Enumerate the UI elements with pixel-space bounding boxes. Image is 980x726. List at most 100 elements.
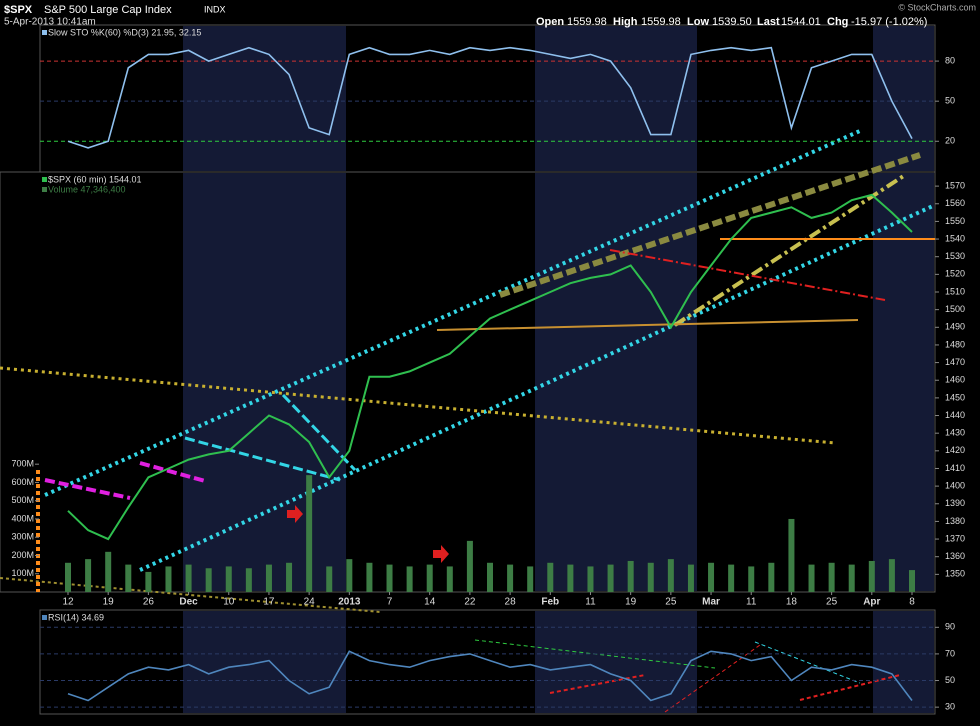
timestamp: 5-Apr-2013 10:41am: [4, 17, 96, 28]
x-tick-label: 19: [103, 597, 115, 608]
x-tick-label: 25: [826, 597, 838, 608]
volume-bar: [487, 562, 493, 592]
x-tick-label: Dec: [179, 597, 198, 608]
y2-tick-label: 500M: [11, 495, 34, 505]
volume-bar: [145, 571, 152, 592]
volume-bar: [848, 564, 855, 592]
month-band: [535, 173, 697, 591]
y-tick-label: 1430: [945, 428, 965, 438]
volume-bar: [527, 566, 534, 592]
volume-bar: [245, 568, 252, 592]
x-tick-label: 2013: [338, 597, 361, 608]
y-tick-label: 1480: [945, 339, 965, 349]
legend-entry: RSI(14) 34.69: [48, 612, 104, 622]
series-line: [67, 650, 913, 702]
y-tick-label: 1410: [945, 463, 965, 473]
x-tick-label: Feb: [541, 597, 559, 608]
y-tick-label: 1470: [945, 357, 965, 367]
y-tick-label: 1420: [945, 445, 965, 455]
month-band: [873, 173, 934, 591]
trend-line: [609, 249, 886, 301]
volume-bar: [507, 564, 514, 592]
y-tick-label: 1400: [945, 480, 965, 490]
x-tick-label: 11: [746, 597, 757, 608]
panel-backgrounds: [0, 24, 936, 715]
x-tick-label: 18: [786, 597, 798, 608]
y2-tick-label: 600M: [11, 477, 34, 487]
rsi-panel: [39, 609, 936, 715]
volume-bar: [728, 564, 735, 592]
volume-bar: [386, 564, 393, 592]
volume-bar: [185, 564, 192, 592]
symbol: $SPX: [4, 4, 33, 16]
month-band: [873, 611, 934, 713]
series-line: [67, 46, 913, 149]
legend-entry: $SPX (60 min) 1544.01: [48, 174, 142, 184]
last-label: Last: [757, 16, 780, 28]
high-label: High: [613, 16, 638, 28]
volume-bar: [909, 570, 915, 592]
y-tick-label: 1380: [945, 516, 965, 526]
rsi-trend: [754, 641, 861, 684]
volume-bar: [567, 564, 574, 592]
trend-line: [499, 152, 921, 298]
channel-lower: [139, 203, 936, 572]
volume-bar: [105, 551, 112, 592]
y2-tick-label: 200M: [11, 550, 34, 560]
y-tick-label: 1560: [945, 198, 965, 208]
volume-bar: [426, 564, 433, 592]
legend-swatch: [42, 177, 47, 182]
x-tick-label: 26: [143, 597, 155, 608]
x-tick-label: 24: [304, 597, 316, 608]
volume-bar: [748, 566, 755, 592]
rsi-trend: [799, 674, 901, 701]
y-tick-label: 1450: [945, 392, 965, 402]
flag-line: [139, 461, 206, 483]
volume-bar: [788, 518, 795, 592]
volume-bar: [125, 564, 132, 592]
last: 1544.01: [781, 16, 821, 28]
y-tick-label: 1500: [945, 304, 965, 314]
volume-bar: [306, 475, 313, 592]
volume-bar: [547, 562, 554, 592]
volume-bar: [687, 564, 694, 592]
month-band: [183, 173, 346, 591]
y-tick-label: 1350: [945, 569, 965, 579]
y-tick-label: 1460: [945, 375, 965, 385]
month-band: [183, 26, 346, 171]
volume-bar: [165, 566, 172, 592]
y2-tick-label: 700M: [11, 459, 34, 469]
month-band: [873, 26, 934, 171]
volume-bar: [85, 559, 92, 592]
low-label: Low: [687, 16, 709, 28]
y-tick-label: 20: [945, 136, 955, 146]
y2-tick-label: 100M: [11, 568, 34, 578]
x-tick-label: Mar: [702, 597, 720, 608]
chg: -15.97 (-1.02%): [851, 16, 927, 28]
x-tick-label: 25: [665, 597, 677, 608]
volume-bar: [65, 562, 71, 592]
x-tick-label: 12: [62, 597, 74, 608]
y-tick-label: 1520: [945, 269, 965, 279]
volume-bar: [326, 566, 333, 592]
month-band: [535, 26, 697, 171]
y-tick-label: 30: [945, 702, 955, 712]
volume-bar: [466, 540, 473, 592]
y-tick-label: 80: [945, 55, 955, 65]
volume-bar: [286, 562, 293, 592]
y-tick-label: 1360: [945, 551, 965, 561]
legend-entry: Volume 47,346,400: [48, 184, 126, 194]
y-tick-label: 1570: [945, 180, 965, 190]
high: 1559.98: [641, 16, 681, 28]
volume-bar: [647, 562, 654, 592]
y-tick-label: 1490: [945, 322, 965, 332]
y-tick-label: 1530: [945, 251, 965, 261]
volume-bar: [808, 564, 815, 592]
y-tick-label: 1390: [945, 498, 965, 508]
low: 1539.50: [712, 16, 752, 28]
arrow: [287, 505, 303, 523]
legend-entry: Slow STO %K(60) %D(3) 21.95, 32.15: [48, 27, 201, 37]
y-tick-label: 1550: [945, 216, 965, 226]
y-tick-label: 50: [945, 96, 955, 106]
y-tick-label: 50: [945, 675, 955, 685]
